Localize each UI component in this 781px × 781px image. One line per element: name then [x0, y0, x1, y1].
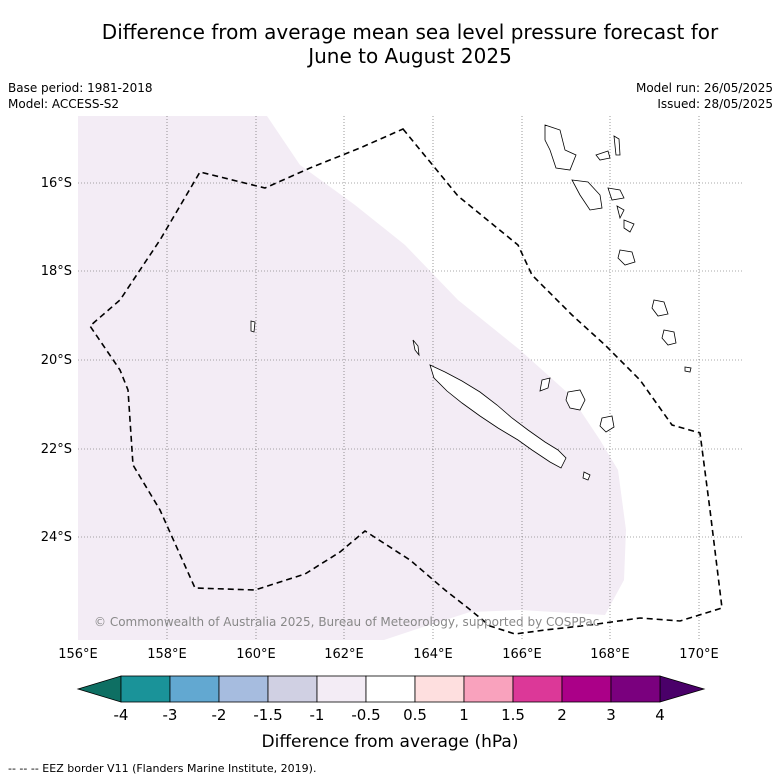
loyalty-island: [565, 389, 586, 411]
model-name: Model: ACCESS-S2: [8, 97, 120, 111]
longitude-label: 160°E: [236, 647, 276, 662]
colorbar-segment: [512, 675, 563, 703]
latitude-label: 22°S: [41, 442, 72, 457]
vanuatu-island: [623, 219, 635, 233]
latitude-label: 16°S: [41, 176, 72, 191]
colorbar-tick-label: -0.5: [351, 706, 380, 724]
island: [684, 366, 692, 373]
island: [412, 339, 420, 357]
issued-date: Issued: 28/05/2025: [657, 97, 773, 111]
latitude-label: 24°S: [41, 530, 72, 545]
colorbar-tick-label: 1: [459, 706, 469, 724]
colorbar-segment: [218, 675, 269, 703]
vanuatu-island: [651, 299, 669, 317]
vanuatu-island: [607, 187, 625, 201]
vanuatu-island: [544, 124, 577, 171]
latitude-labels: 16°S 18°S 20°S 22°S 24°S: [41, 176, 72, 545]
colorbar-segment: [610, 675, 661, 703]
colorbar: -4 -3 -2 -1.5 -1 -0.5 0.5 1 1.5 2 3 4: [76, 675, 706, 724]
land-outlines: [250, 124, 692, 481]
colorbar-tick-label: -4: [114, 706, 129, 724]
vanuatu-island: [595, 150, 611, 161]
longitude-label: 158°E: [147, 647, 187, 662]
colorbar-segment: [365, 675, 416, 703]
vanuatu-island: [571, 179, 603, 211]
eez-caption: -- -- -- EEZ border V11 (Flanders Marine…: [8, 762, 317, 775]
colorbar-extend-high: [659, 675, 706, 703]
longitude-labels: 156°E 158°E 160°E 162°E 164°E 166°E 168°E 170°E: [58, 647, 719, 662]
vanuatu-island: [613, 135, 621, 156]
island: [582, 471, 591, 481]
colorbar-tick-label: -1.5: [253, 706, 282, 724]
eez-border: [88, 128, 723, 635]
longitude-label: 168°E: [590, 647, 630, 662]
colorbar-segment: [561, 675, 612, 703]
colorbar-tick-label: 1.5: [501, 706, 525, 724]
latitude-label: 20°S: [41, 353, 72, 368]
title-line-1: Difference from average mean sea level p…: [101, 20, 719, 44]
colorbar-tick-label: -2: [212, 706, 227, 724]
meta-left: Base period: 1981-2018 Model: ACCESS-S2: [8, 80, 153, 112]
map-title: Difference from average mean sea level p…: [40, 20, 780, 68]
colorbar-tick-label: 4: [655, 706, 665, 724]
colorbar-segment: [414, 675, 465, 703]
colorbar-extend-low: [76, 675, 122, 703]
longitude-label: 162°E: [324, 647, 364, 662]
colorbar-segment: [267, 675, 318, 703]
colorbar-segment: [169, 675, 220, 703]
colorbar-segment: [316, 675, 367, 703]
colorbar-segment: [463, 675, 514, 703]
latitude-label: 18°S: [41, 264, 72, 279]
colorbar-tick-label: -1: [310, 706, 325, 724]
longitude-label: 166°E: [502, 647, 542, 662]
loyalty-island: [539, 377, 551, 392]
copyright-notice: © Commonwealth of Australia 2025, Bureau…: [94, 615, 599, 629]
colorbar-segment: [120, 675, 171, 703]
loyalty-island: [599, 415, 615, 433]
longitude-label: 156°E: [58, 647, 98, 662]
vanuatu-island: [661, 329, 677, 346]
anomaly-shading: [78, 116, 626, 640]
colorbar-tick-label: 3: [606, 706, 616, 724]
meta-right: Model run: 26/05/2025 Issued: 28/05/2025: [636, 80, 773, 112]
new-caledonia-island: [429, 364, 567, 469]
vanuatu-island: [616, 205, 625, 220]
longitude-label: 164°E: [413, 647, 453, 662]
colorbar-tick-label: 2: [557, 706, 567, 724]
title-line-2: June to August 2025: [308, 44, 512, 68]
base-period: Base period: 1981-2018: [8, 81, 153, 95]
colorbar-label: Difference from average (hPa): [262, 732, 519, 752]
model-run: Model run: 26/05/2025: [635, 81, 773, 95]
longitude-label: 170°E: [679, 647, 719, 662]
colorbar-tick-label: 0.5: [403, 706, 427, 724]
colorbar-tick-label: -3: [163, 706, 178, 724]
gridlines: [78, 116, 743, 640]
island: [250, 320, 256, 333]
vanuatu-island: [617, 249, 636, 266]
